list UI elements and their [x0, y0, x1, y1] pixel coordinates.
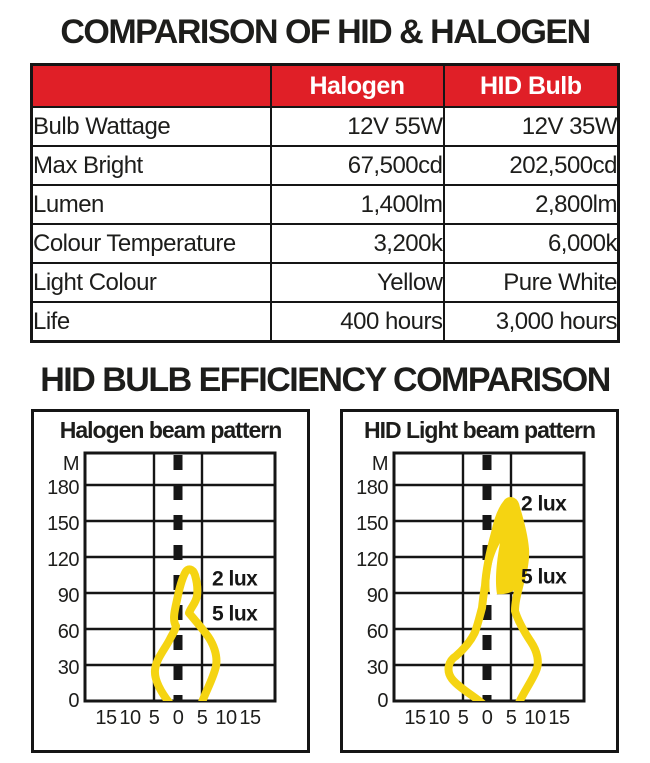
y-unit-label: M	[371, 453, 387, 475]
table-header-halogen: Halogen	[269, 63, 445, 108]
x-tick: 10	[428, 707, 450, 729]
x-tick: 15	[404, 707, 426, 729]
halogen-value: Yellow	[269, 262, 445, 303]
y-tick: 90	[366, 585, 388, 607]
x-tick: 5	[148, 707, 159, 729]
y-tick: 60	[366, 621, 388, 643]
hid-beam-chart: 2 lux 5 lux M 180 150 120 90 60 30 0 15 …	[356, 451, 585, 729]
horizontal-gridlines	[393, 483, 584, 667]
y-tick: 30	[57, 657, 79, 679]
x-tick: 15	[239, 707, 261, 729]
hid-value: 3,000 hours	[442, 301, 620, 343]
lux-label-5: 5 lux	[521, 566, 567, 589]
y-tick: 60	[57, 621, 79, 643]
lux-label-2: 2 lux	[521, 493, 567, 516]
table-row: Colour Temperature 3,200k 6,000k	[30, 223, 620, 264]
row-label: Bulb Wattage	[30, 106, 272, 147]
halogen-chart-title: Halogen beam pattern	[59, 417, 283, 443]
x-tick: 5	[505, 707, 516, 729]
row-label: Lumen	[30, 184, 272, 225]
infographic-page: COMPARISON OF HID & HALOGEN Halogen HID …	[0, 13, 650, 763]
y-tick: 90	[57, 585, 79, 607]
table-row: Bulb Wattage 12V 55W 12V 35W	[30, 106, 620, 147]
y-tick: 150	[47, 513, 79, 535]
y-tick: 0	[377, 690, 388, 712]
section-title: HID BULB EFFICIENCY COMPARISON	[40, 361, 611, 399]
x-tick: 10	[215, 707, 237, 729]
halogen-value: 400 hours	[269, 301, 445, 343]
x-tick: 0	[172, 707, 183, 729]
y-tick: 180	[356, 477, 388, 499]
beam-pattern-panels: Halogen beam pattern	[0, 409, 650, 753]
x-tick: 15	[548, 707, 570, 729]
row-label: Life	[30, 301, 272, 343]
halogen-beam-contour	[150, 565, 220, 701]
row-label: Max Bright	[30, 145, 272, 186]
table-row: Lumen 1,400lm 2,800lm	[30, 184, 620, 225]
x-tick: 10	[119, 707, 141, 729]
comparison-table: Halogen HID Bulb Bulb Wattage 12V 55W 12…	[30, 63, 620, 343]
y-tick: 150	[356, 513, 388, 535]
table-row: Life 400 hours 3,000 hours	[30, 301, 620, 343]
y-unit-label: M	[62, 453, 78, 475]
hid-chart-title: HID Light beam pattern	[363, 417, 596, 443]
x-axis-ticks: 15 10 5 0 5 10 15	[95, 707, 261, 729]
x-tick: 5	[457, 707, 468, 729]
hid-value: Pure White	[442, 262, 620, 303]
x-tick: 10	[524, 707, 546, 729]
hid-beam-panel: HID Light beam pattern	[340, 409, 619, 753]
hid-beam-inner-white	[488, 543, 500, 597]
halogen-value: 3,200k	[269, 223, 445, 264]
table-row: Light Colour Yellow Pure White	[30, 262, 620, 303]
x-tick: 0	[481, 707, 492, 729]
x-axis-ticks: 15 10 5 0 5 10 15	[404, 707, 570, 729]
halogen-value: 1,400lm	[269, 184, 445, 225]
table-header-empty	[30, 63, 272, 108]
y-tick: 0	[68, 690, 79, 712]
hid-value: 2,800lm	[442, 184, 620, 225]
table-header-row: Halogen HID Bulb	[30, 63, 620, 108]
table-row: Max Bright 67,500cd 202,500cd	[30, 145, 620, 186]
table-header-hid: HID Bulb	[442, 63, 620, 108]
y-tick: 30	[366, 657, 388, 679]
halogen-beam-panel: Halogen beam pattern	[31, 409, 310, 753]
lux-label-2: 2 lux	[212, 568, 258, 591]
lux-label-5: 5 lux	[212, 603, 258, 626]
hid-value: 202,500cd	[442, 145, 620, 186]
hid-value: 6,000k	[442, 223, 620, 264]
halogen-value: 12V 55W	[269, 106, 445, 147]
x-tick: 15	[95, 707, 117, 729]
y-tick: 180	[47, 477, 79, 499]
x-tick: 5	[196, 707, 207, 729]
halogen-beam-chart: 2 lux 5 lux M 180 150 120 90 60 30 0 15 …	[47, 451, 276, 729]
y-tick: 120	[356, 549, 388, 571]
row-label: Light Colour	[30, 262, 272, 303]
page-title: COMPARISON OF HID & HALOGEN	[60, 13, 591, 51]
y-axis-ticks: M 180 150 120 90 60 30 0	[47, 453, 80, 712]
hid-value: 12V 35W	[442, 106, 620, 147]
halogen-value: 67,500cd	[269, 145, 445, 186]
y-axis-ticks: M 180 150 120 90 60 30 0	[356, 453, 389, 712]
hid-beam-contour	[444, 496, 542, 701]
y-tick: 120	[47, 549, 79, 571]
row-label: Colour Temperature	[30, 223, 272, 264]
